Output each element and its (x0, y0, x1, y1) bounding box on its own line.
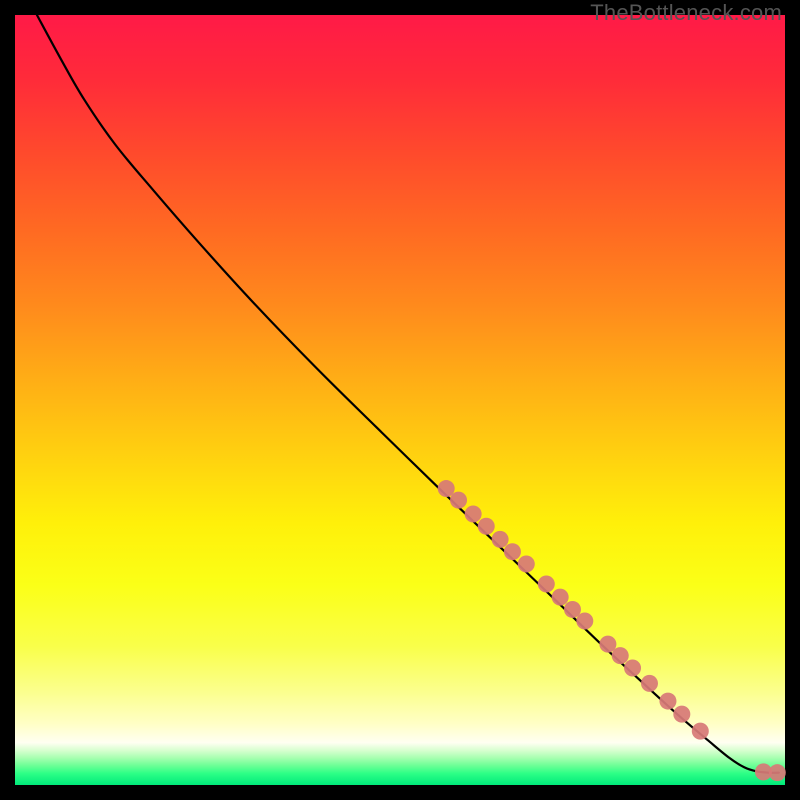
data-marker (769, 764, 786, 781)
data-marker (504, 543, 521, 560)
data-marker (492, 531, 509, 548)
data-marker (478, 518, 495, 535)
data-marker (518, 556, 535, 573)
data-marker (673, 706, 690, 723)
data-marker (450, 492, 467, 509)
data-marker (552, 589, 569, 606)
data-marker (612, 647, 629, 664)
data-marker (641, 675, 658, 692)
data-marker (624, 659, 641, 676)
data-marker (576, 612, 593, 629)
data-marker (659, 693, 676, 710)
chart-stage: TheBottleneck.com (0, 0, 800, 800)
data-marker (465, 505, 482, 522)
data-marker (692, 723, 709, 740)
gradient-background (15, 15, 785, 785)
data-marker (538, 576, 555, 593)
chart-svg (0, 0, 800, 800)
